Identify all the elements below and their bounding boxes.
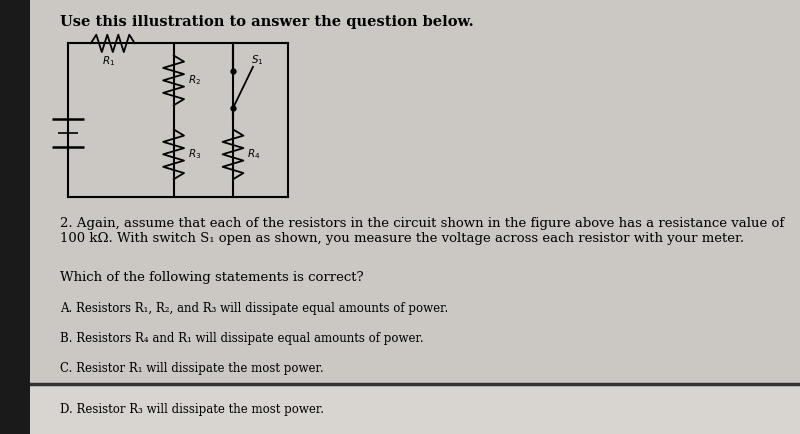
Text: $R_2$: $R_2$ xyxy=(188,73,201,87)
Text: Use this illustration to answer the question below.: Use this illustration to answer the ques… xyxy=(60,15,474,29)
Text: $R_4$: $R_4$ xyxy=(247,148,261,161)
Text: B. Resistors R₄ and R₁ will dissipate equal amounts of power.: B. Resistors R₄ and R₁ will dissipate eq… xyxy=(60,332,424,345)
Text: D. Resistor R₃ will dissipate the most power.: D. Resistor R₃ will dissipate the most p… xyxy=(60,403,324,416)
Text: $R_1$: $R_1$ xyxy=(102,54,115,68)
Text: $S_1$: $S_1$ xyxy=(250,53,263,67)
Text: Which of the following statements is correct?: Which of the following statements is cor… xyxy=(60,271,364,284)
Text: A. Resistors R₁, R₂, and R₃ will dissipate equal amounts of power.: A. Resistors R₁, R₂, and R₃ will dissipa… xyxy=(60,302,448,315)
Bar xyxy=(0,0,30,434)
Text: C. Resistor R₁ will dissipate the most power.: C. Resistor R₁ will dissipate the most p… xyxy=(60,362,324,375)
Text: $R_3$: $R_3$ xyxy=(188,148,202,161)
Bar xyxy=(30,384,800,434)
Text: 2. Again, assume that each of the resistors in the circuit shown in the figure a: 2. Again, assume that each of the resist… xyxy=(60,217,784,245)
